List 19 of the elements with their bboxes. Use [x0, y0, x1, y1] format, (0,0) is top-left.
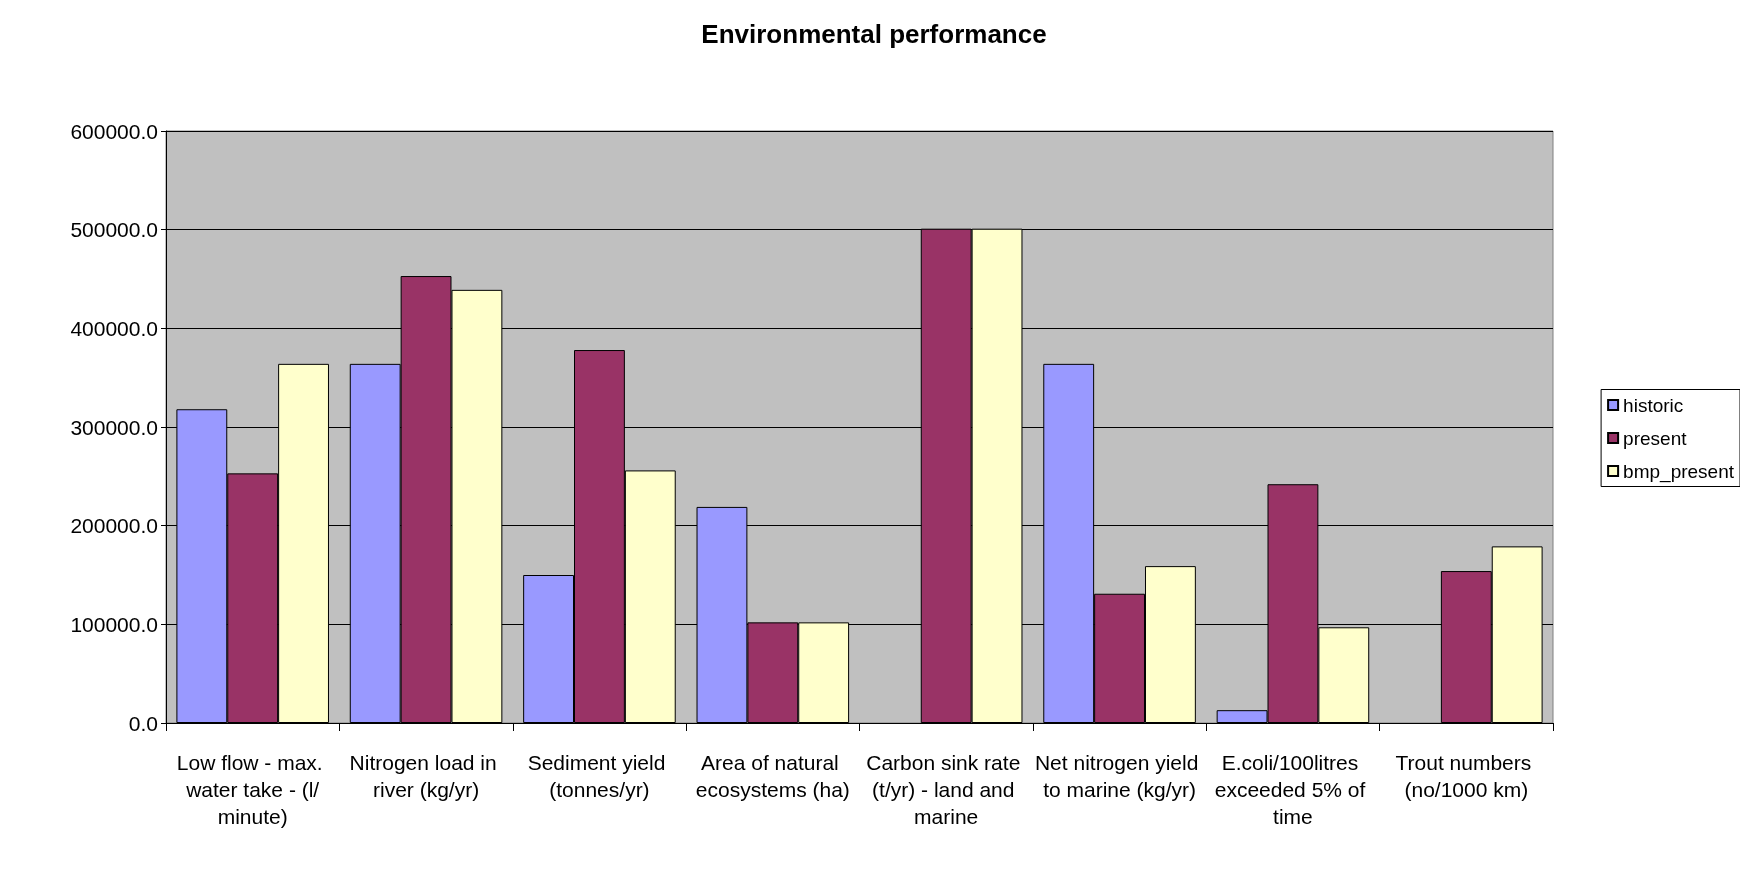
- y-tick-label: 600000.0: [70, 119, 158, 143]
- y-tick-label: 400000.0: [70, 316, 158, 340]
- x-tick-label: Area of natural ecosystems (ha): [695, 751, 850, 801]
- legend-label: historic: [1623, 394, 1684, 416]
- legend-label: bmp_present: [1623, 460, 1735, 483]
- legend-label: present: [1623, 427, 1688, 449]
- x-tick-label: Sediment yield (tonnes/yr): [527, 751, 672, 801]
- x-tick-label: Net nitrogen yield to marine (kg/yr): [1034, 751, 1205, 801]
- y-tick-label: 200000.0: [70, 514, 158, 538]
- x-tick-label: E.coli/100litres exceeded 5% of time: [1214, 751, 1372, 828]
- y-tick-label: 500000.0: [70, 218, 158, 242]
- x-tick-label: Nitrogen load in river (kg/yr): [349, 751, 503, 801]
- y-tick-label: 100000.0: [70, 612, 158, 636]
- x-tick-label: Trout numbers (no/1000 km): [1395, 751, 1538, 801]
- y-tick-label: 0.0: [128, 711, 158, 735]
- x-tick-label: Carbon sink rate (t/yr) - land and marine: [866, 751, 1027, 828]
- y-tick-label: 300000.0: [70, 415, 158, 439]
- x-tick-label: Low flow - max. water take - (l/minute): [176, 751, 329, 828]
- chart-title: Environmental performance: [701, 19, 1047, 49]
